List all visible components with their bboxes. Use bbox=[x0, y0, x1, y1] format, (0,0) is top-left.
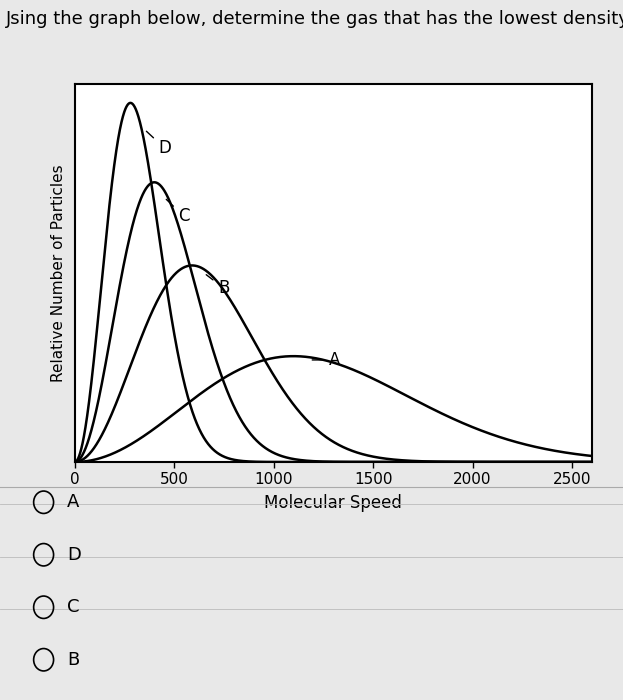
Text: A: A bbox=[67, 494, 80, 511]
Y-axis label: Relative Number of Particles: Relative Number of Particles bbox=[52, 164, 67, 382]
Text: B: B bbox=[206, 274, 229, 297]
Text: A: A bbox=[312, 351, 341, 369]
Text: D: D bbox=[146, 131, 171, 158]
Text: B: B bbox=[67, 651, 80, 668]
Text: C: C bbox=[67, 598, 80, 616]
X-axis label: Molecular Speed: Molecular Speed bbox=[264, 494, 402, 512]
Text: Jsing the graph below, determine the gas that has the lowest density at STP.: Jsing the graph below, determine the gas… bbox=[6, 10, 623, 29]
Text: D: D bbox=[67, 546, 81, 564]
Text: C: C bbox=[166, 199, 189, 225]
